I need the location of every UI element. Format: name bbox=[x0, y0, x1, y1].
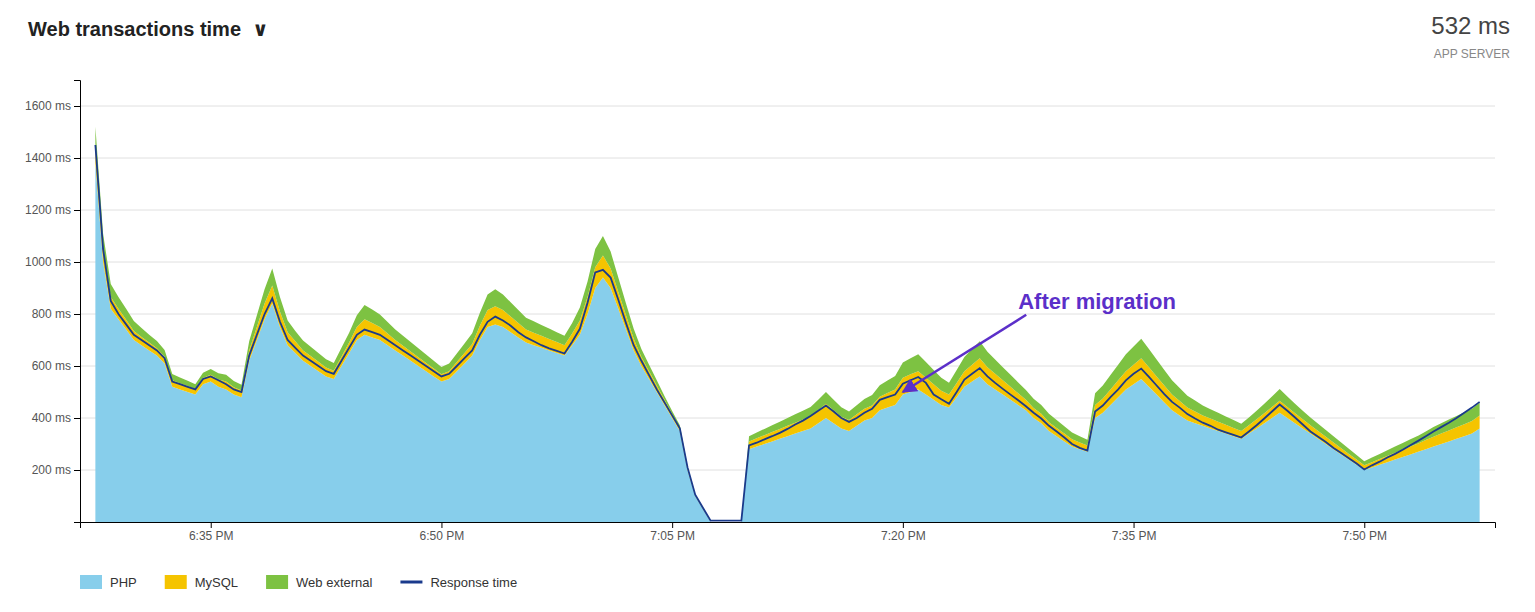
tick-mark bbox=[74, 262, 80, 263]
legend-label: MySQL bbox=[195, 575, 238, 590]
grid-line bbox=[80, 158, 1495, 159]
tick-mark bbox=[211, 522, 212, 528]
y-tick: 600 ms bbox=[32, 359, 80, 373]
tick-label: 7:05 PM bbox=[650, 529, 695, 543]
tick-mark bbox=[1364, 522, 1365, 528]
axis-domain bbox=[74, 81, 81, 523]
tick-label: 600 ms bbox=[32, 359, 71, 373]
legend-label: Web external bbox=[296, 575, 372, 590]
tick-label: 7:20 PM bbox=[881, 529, 926, 543]
area bbox=[95, 148, 1479, 522]
area bbox=[95, 127, 1479, 522]
axis-domain bbox=[81, 523, 1496, 529]
tick-mark bbox=[903, 522, 904, 528]
subtitle: 532 ms bbox=[1431, 12, 1510, 39]
tick-label: 7:50 PM bbox=[1342, 529, 1387, 543]
y-tick: 400 ms bbox=[32, 411, 80, 425]
tick-label: 7:35 PM bbox=[1112, 529, 1157, 543]
tick-mark bbox=[672, 522, 673, 528]
annotation-arrow bbox=[903, 315, 1026, 392]
y-tick: 1400 ms bbox=[25, 151, 80, 165]
legend-swatch bbox=[400, 581, 422, 584]
tick-label: 1000 ms bbox=[25, 255, 71, 269]
y-tick: 800 ms bbox=[32, 307, 80, 321]
tick-label: 1400 ms bbox=[25, 151, 71, 165]
tick-mark bbox=[74, 366, 80, 367]
legend-item: MySQL bbox=[165, 575, 238, 590]
tick-mark bbox=[74, 158, 80, 159]
x-tick: 6:35 PM bbox=[189, 522, 234, 543]
grid-line bbox=[80, 106, 1495, 107]
tick-mark bbox=[74, 106, 80, 107]
legend-item: Web external bbox=[266, 575, 372, 590]
x-tick: 7:05 PM bbox=[650, 522, 695, 543]
chart-svg: 6:35 PM 6:50 PM 7:05 PM 7:20 PM 7:35 PM 7:50 … bbox=[0, 0, 1535, 612]
plot-area bbox=[95, 127, 1479, 522]
tick-label: 6:50 PM bbox=[420, 529, 465, 543]
legend-label: Response time bbox=[430, 575, 517, 590]
tick-label: 1200 ms bbox=[25, 203, 71, 217]
tick-mark bbox=[441, 522, 442, 528]
subtitle: APP SERVER bbox=[1434, 47, 1511, 61]
title: Web transactions time ∨ bbox=[28, 18, 268, 40]
legend: PHP MySQL Web external Response time bbox=[80, 575, 517, 590]
x-tick: 7:35 PM bbox=[1112, 522, 1157, 543]
x-axis: 6:35 PM 6:50 PM 7:05 PM 7:20 PM 7:35 PM 7:50 … bbox=[81, 522, 1496, 543]
grid-line bbox=[80, 262, 1495, 263]
tick-mark bbox=[74, 418, 80, 419]
legend-swatch bbox=[80, 575, 102, 589]
line bbox=[95, 145, 1479, 521]
legend-swatch bbox=[165, 575, 187, 589]
tick-mark bbox=[74, 314, 80, 315]
legend-item: Response time bbox=[400, 575, 517, 590]
tick-mark bbox=[74, 470, 80, 471]
annotation: After migration bbox=[1018, 289, 1176, 314]
x-tick: 6:50 PM bbox=[420, 522, 465, 543]
x-tick: 7:50 PM bbox=[1342, 522, 1387, 543]
y-tick: 1000 ms bbox=[25, 255, 80, 269]
y-tick: 1200 ms bbox=[25, 203, 80, 217]
legend-label: PHP bbox=[110, 575, 137, 590]
y-tick: 1600 ms bbox=[25, 99, 80, 113]
tick-mark bbox=[74, 210, 80, 211]
tick-label: 400 ms bbox=[32, 411, 71, 425]
grid-line bbox=[80, 314, 1495, 315]
tick-label: 1600 ms bbox=[25, 99, 71, 113]
y-tick: 200 ms bbox=[32, 463, 80, 477]
tick-label: 200 ms bbox=[32, 463, 71, 477]
tick-mark bbox=[1134, 522, 1135, 528]
grid-line bbox=[80, 210, 1495, 211]
legend-item: PHP bbox=[80, 575, 137, 590]
y-axis: 200 ms 400 ms 600 ms 800 ms 1000 ms 1200 ms 14… bbox=[25, 81, 81, 523]
tick-label: 800 ms bbox=[32, 307, 71, 321]
tick-label: 6:35 PM bbox=[189, 529, 234, 543]
x-tick: 7:20 PM bbox=[881, 522, 926, 543]
legend-swatch bbox=[266, 575, 288, 589]
